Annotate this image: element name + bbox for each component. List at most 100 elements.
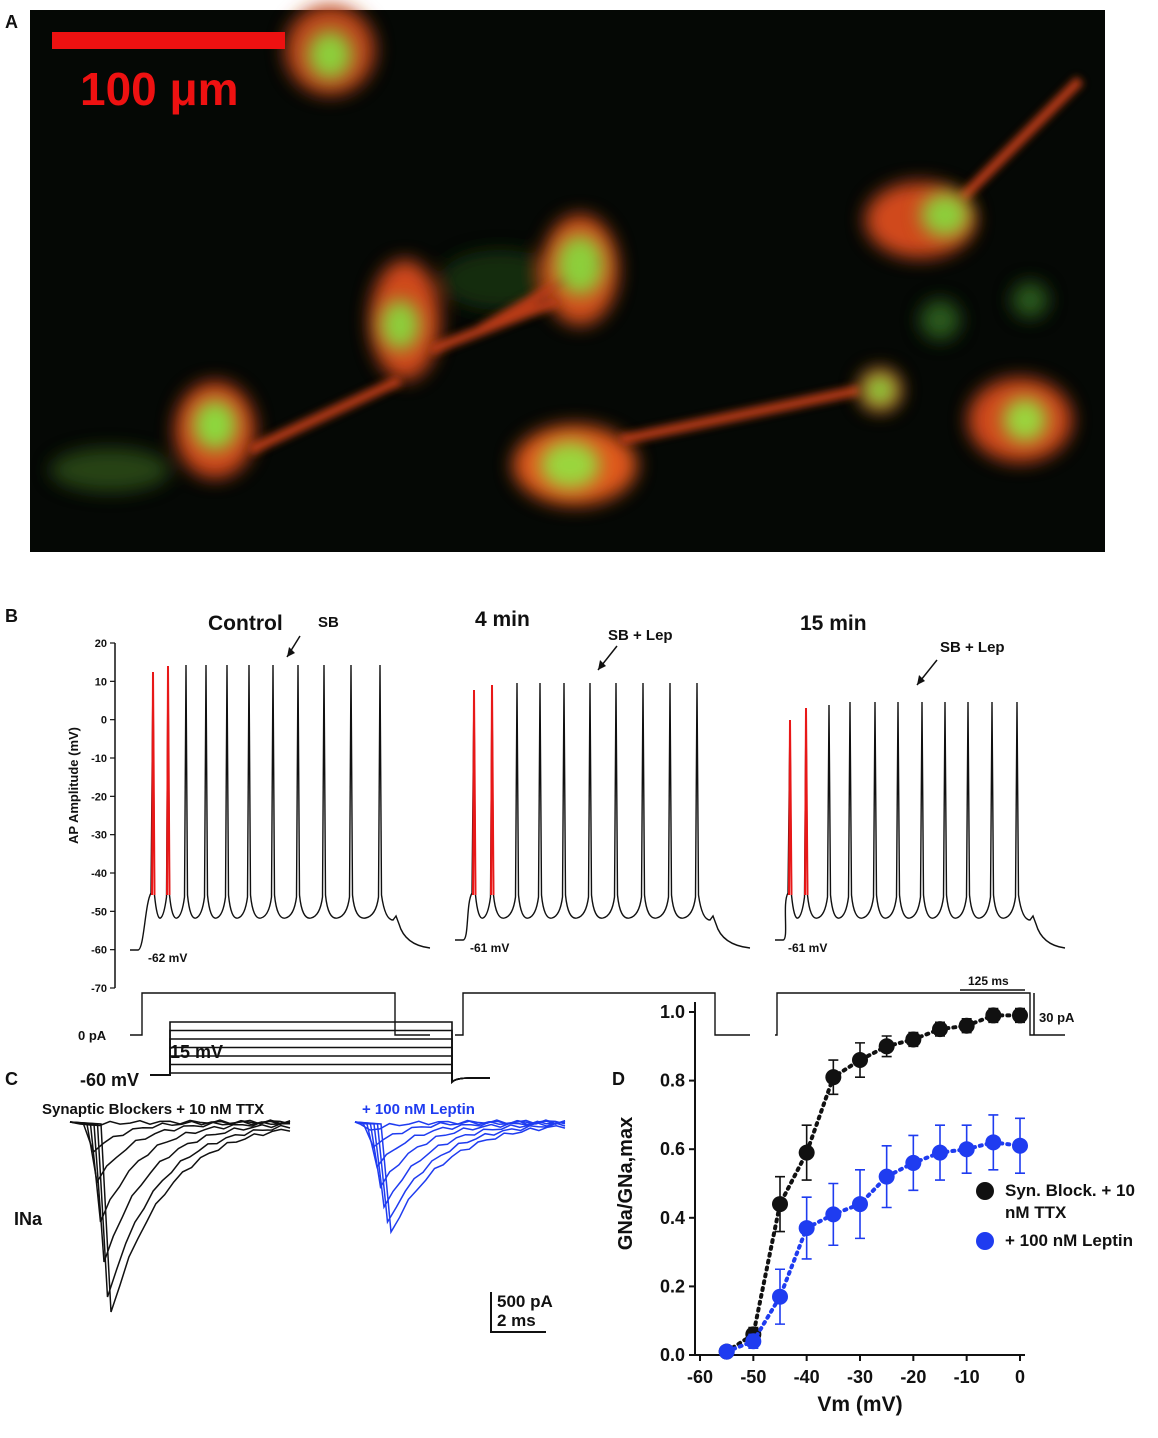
step-label: 15 mV (170, 1042, 223, 1062)
data-point (932, 1021, 948, 1038)
resting-label: -61 mV (470, 941, 509, 955)
data-point (958, 1017, 975, 1034)
arrow-head (598, 660, 606, 670)
y-tick-label: 1.0 (660, 1002, 685, 1022)
scale-label: 2 ms (497, 1311, 536, 1330)
data-point (958, 1141, 975, 1158)
data-point (772, 1288, 788, 1305)
data-point (905, 1031, 922, 1048)
y-axis-label: AP Amplitude (mV) (66, 727, 81, 844)
data-point (798, 1144, 815, 1161)
trend-line (724, 1013, 1022, 1354)
current-step (455, 992, 750, 1036)
current-step (775, 992, 1065, 1036)
y-tick-label: -70 (91, 983, 107, 995)
x-tick-label: -50 (740, 1367, 766, 1387)
sweep-title: Control (208, 612, 283, 635)
arrow-head (917, 675, 925, 685)
data-point (745, 1333, 762, 1350)
data-point (1012, 1007, 1028, 1024)
step-label: -60 mV (80, 1070, 139, 1090)
y-tick-label: -50 (91, 906, 107, 918)
data-point (878, 1038, 895, 1055)
y-tick-label: 10 (95, 676, 107, 688)
annotation: SB + Lep (608, 627, 673, 644)
data-point (772, 1196, 788, 1213)
legend-label: Syn. Block. + 10 nM TTX (1005, 1181, 1135, 1222)
sweep-title: 4 min (475, 608, 530, 631)
voltage-trace (130, 664, 431, 951)
voltage-trace (455, 682, 751, 949)
neurites (247, 76, 1084, 455)
legend-label: + 100 nM Leptin (1005, 1231, 1133, 1250)
spike-highlight (490, 684, 495, 896)
legend-marker (976, 1232, 994, 1250)
x-tick-label: -40 (794, 1367, 820, 1387)
data-point (798, 1220, 815, 1237)
y-tick-label: -20 (91, 791, 107, 803)
current-trace (69, 1121, 291, 1313)
nuclei (193, 31, 1047, 489)
condition-label: + 100 nM Leptin (362, 1101, 475, 1118)
y-tick-label: -30 (91, 830, 107, 842)
current-trace (354, 1121, 566, 1235)
scale-label: 30 pA (1039, 1010, 1075, 1025)
scale-bar (52, 32, 285, 49)
scale-label: 500 pA (497, 1292, 553, 1311)
data-point (718, 1343, 735, 1360)
panel-label: D (612, 1069, 625, 1089)
data-point (825, 1206, 842, 1223)
panel-label: A (5, 12, 18, 32)
y-tick-label: 0.2 (660, 1276, 685, 1296)
data-point (852, 1052, 868, 1069)
x-tick-label: -20 (900, 1367, 926, 1387)
x-axis-label: Vm (mV) (817, 1393, 902, 1416)
scale-label: 125 ms (968, 974, 1009, 988)
annotation: SB (318, 614, 339, 631)
x-tick-label: -60 (687, 1367, 713, 1387)
current-trace (69, 1121, 291, 1298)
x-tick-label: -30 (847, 1367, 873, 1387)
voltage-step (150, 1072, 490, 1084)
scale-bar-label: 100 μm (80, 63, 239, 115)
resting-label: -62 mV (148, 951, 187, 965)
current-step (130, 992, 430, 1036)
data-point (985, 1007, 1002, 1024)
current-trace (69, 1119, 291, 1154)
current-trace (354, 1121, 566, 1210)
current-trace (69, 1121, 290, 1263)
annotation: SB + Lep (940, 639, 1005, 656)
current-trace (69, 1119, 291, 1185)
data-point (932, 1144, 948, 1161)
data-point (825, 1069, 842, 1086)
micrograph: 100 μm (30, 5, 1105, 552)
legend-marker (976, 1182, 994, 1200)
y-tick-label: -10 (91, 753, 107, 765)
condition-label: Synaptic Blockers + 10 nM TTX (42, 1101, 264, 1118)
y-tick-label: 20 (95, 638, 107, 650)
current-trace (354, 1119, 566, 1149)
spike-highlight (166, 665, 171, 896)
x-tick-label: 0 (1015, 1367, 1025, 1387)
x-tick-label: -10 (954, 1367, 980, 1387)
data-point (985, 1134, 1002, 1151)
panel-label: B (5, 606, 18, 626)
current-label: INa (14, 1209, 43, 1229)
current-trace (69, 1120, 291, 1223)
scale-bar (490, 1292, 546, 1333)
arrow-head (287, 647, 295, 657)
data-point (1012, 1137, 1028, 1154)
resting-label: -61 mV (788, 941, 827, 955)
spike-highlight (804, 707, 809, 896)
y-tick-label: 0.0 (660, 1345, 685, 1365)
current-trace (354, 1121, 566, 1225)
spike-highlight (788, 719, 793, 896)
data-point (878, 1168, 895, 1185)
panel-label: C (5, 1069, 18, 1089)
data-point (905, 1154, 922, 1171)
spike-highlight (151, 671, 156, 896)
data-point (852, 1196, 868, 1213)
sweep-title: 15 min (800, 612, 867, 635)
